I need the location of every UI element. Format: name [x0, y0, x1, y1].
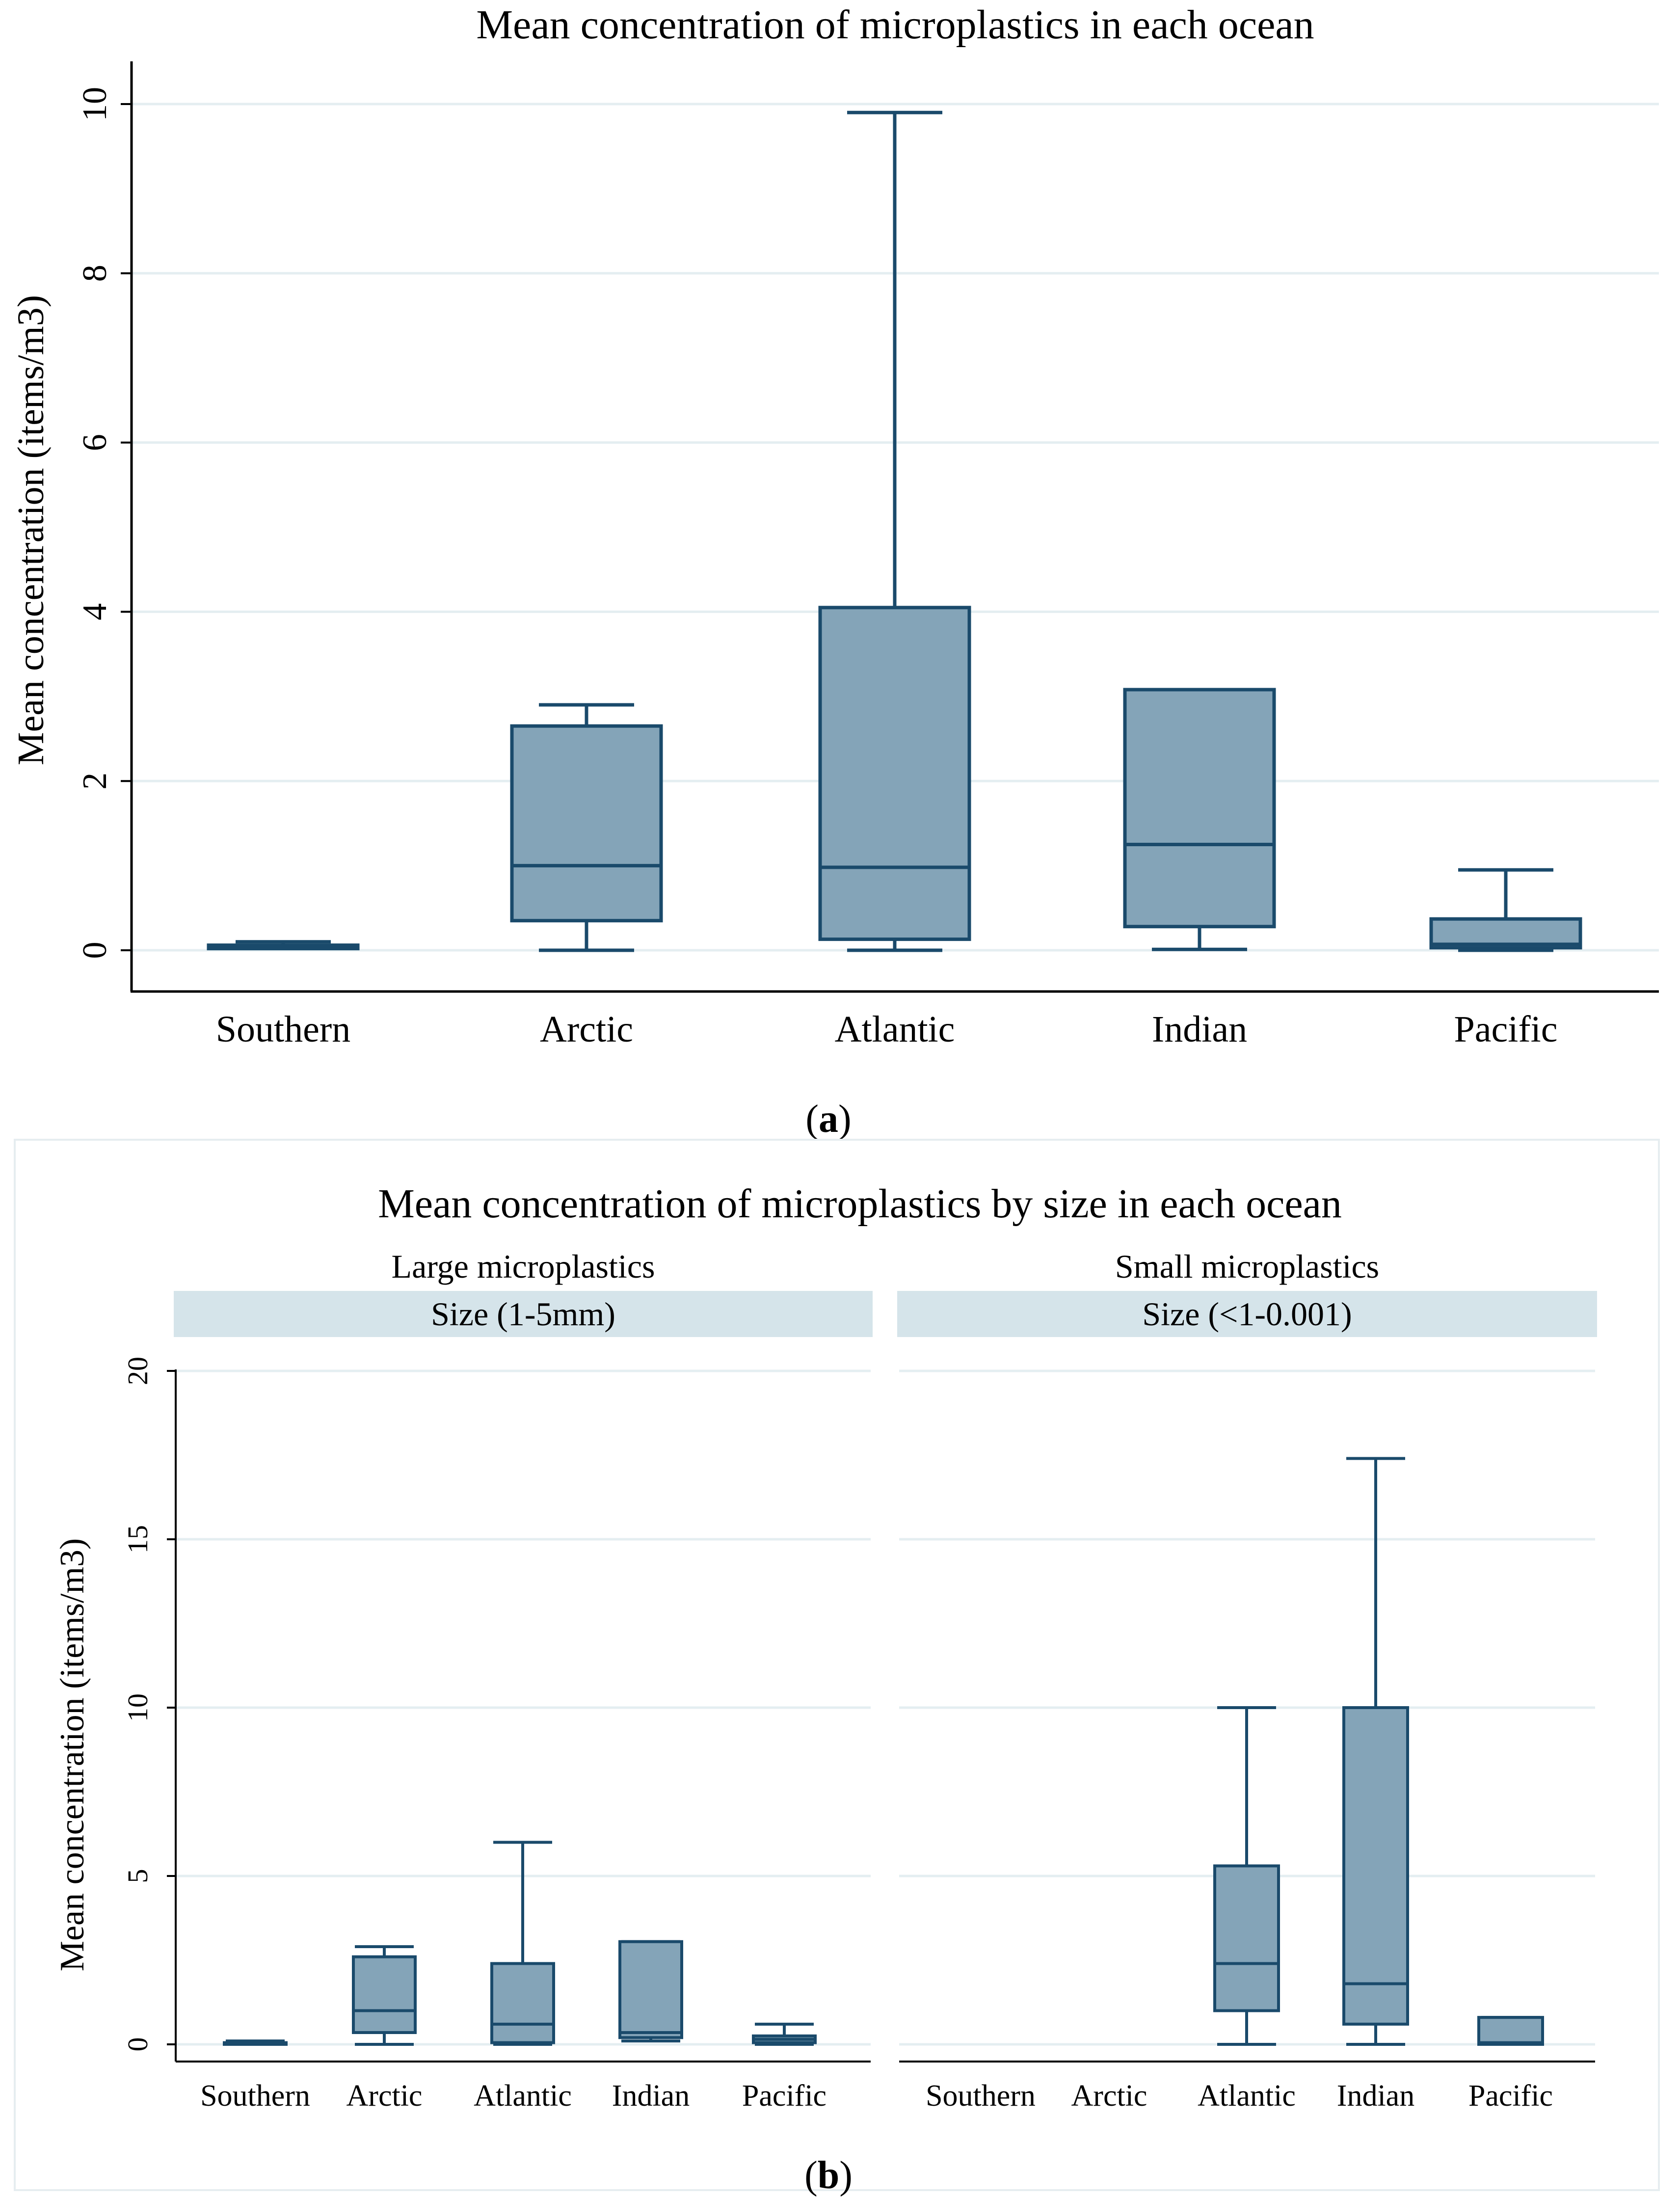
chart-b: Mean concentration of microplastics by s…	[14, 1139, 1660, 2197]
chart-a-x-tick-label-pacific: Pacific	[1454, 1009, 1557, 1050]
chart-b-panel-large-microplastics-box-atlantic-iqr-box	[490, 1962, 555, 2044]
chart-b-panel-large-microplastics-box-arctic-iqr-box	[352, 1955, 417, 2034]
chart-b-y-tick-label: 15	[122, 1525, 154, 1554]
chart-a-x-tick-label-arctic: Arctic	[540, 1009, 633, 1050]
chart-b-y-tick-label: 0	[122, 2037, 154, 2052]
panel-label-a-letter: a	[819, 1098, 838, 1141]
chart-b-panel-small-microplastics-box-atlantic-iqr-box	[1213, 1864, 1280, 2012]
chart-b-panel-large-microplastics-x-tick-label-southern: Southern	[200, 2079, 310, 2113]
chart-a-box-atlantic	[818, 110, 971, 952]
panel-label-b: (b)	[804, 2154, 853, 2197]
chart-a-box-atlantic-iqr-box	[818, 606, 971, 941]
chart-a-x-tick-label-southern: Southern	[216, 1009, 350, 1050]
chart-b-panel-large-microplastics-strip	[174, 1291, 873, 1337]
chart-b-y-tick-label: 5	[122, 1869, 154, 1883]
panel-label-a: (a)	[805, 1098, 851, 1141]
chart-a: Mean concentration of microplastics in e…	[10, 2, 1659, 1141]
chart-a-box-pacific	[1429, 868, 1582, 952]
chart-b-panel-large-microplastics-header: Large microplastics	[392, 1248, 655, 1285]
chart-a-y-tick-label: 4	[76, 603, 114, 620]
chart-b-panel-small-microplastics-box-indian	[1342, 1457, 1409, 2046]
chart-b-panel-large-microplastics-box-pacific	[752, 2022, 817, 2046]
chart-b-panel-small: Small microplastics Size (<1-0.001) Southe…	[897, 1248, 1597, 2113]
chart-b-panel-large-microplastics-x-tick-label-atlantic: Atlantic	[474, 2079, 572, 2113]
chart-b-panel-large-microplastics-box-southern	[223, 2039, 288, 2046]
chart-b-panel-small-microplastics-strip-label: Size (<1-0.001)	[1142, 1295, 1352, 1333]
chart-b-panel-small-microplastics-x-tick-label-southern: Southern	[926, 2079, 1036, 2113]
chart-b-panel-small-microplastics-box-atlantic	[1213, 1706, 1280, 2046]
chart-a-x-tick-label-atlantic: Atlantic	[835, 1009, 955, 1050]
chart-b-panel-small-microplastics-x-tick-label-indian: Indian	[1337, 2079, 1414, 2113]
chart-b-panel-large-microplastics-x-tick-label-pacific: Pacific	[742, 2079, 827, 2113]
chart-b-panel-large-microplastics-box-indian-iqr-box	[618, 1940, 683, 2039]
chart-a-box-indian-iqr-box	[1123, 688, 1276, 929]
chart-b-panel-large: Large microplastics Size (1-5mm) Southern A…	[174, 1248, 873, 2113]
chart-a-y-tick-label: 10	[76, 87, 114, 121]
chart-a-y-axis-label: Mean concentration (items/m3)	[10, 295, 52, 765]
chart-b-y-tick-label: 20	[122, 1357, 154, 1385]
chart-a-y-ticks: 0 2 4 6 8 10	[76, 87, 132, 959]
chart-b-panel-small-microplastics-box-pacific	[1477, 2016, 1544, 2046]
chart-a-box-arctic-iqr-box	[510, 724, 663, 923]
chart-a-x-tick-label-indian: Indian	[1152, 1009, 1247, 1050]
chart-a-boxes	[207, 110, 1582, 952]
chart-b-panel-large-microplastics-strip-label: Size (1-5mm)	[431, 1295, 615, 1333]
chart-b-y-tick-label: 10	[122, 1693, 154, 1722]
chart-b-panel-small-microplastics-x-tick-label-pacific: Pacific	[1468, 2079, 1553, 2113]
chart-a-title: Mean concentration of microplastics in e…	[476, 2, 1314, 48]
chart-b-panel-small-microplastics-x-tick-label-arctic: Arctic	[1071, 2079, 1147, 2113]
chart-a-box-indian	[1123, 688, 1276, 951]
chart-a-box-arctic	[510, 703, 663, 952]
chart-b-panel-small-microplastics-box-pacific-iqr-box	[1477, 2016, 1544, 2046]
chart-b-panel-small-microplastics-box-indian-iqr-box	[1342, 1706, 1409, 2026]
chart-b-y-axis-label: Mean concentration (items/m3)	[53, 1538, 91, 1972]
chart-b-panel-large-microplastics-box-arctic	[352, 1945, 417, 2046]
chart-a-x-tick-labels: Southern Arctic Atlantic Indian Pacific	[216, 1009, 1558, 1050]
chart-b-panel-large-microplastics-box-indian	[618, 1940, 683, 2043]
chart-b-frame	[14, 1139, 1660, 2191]
chart-a-y-tick-label: 2	[76, 773, 114, 790]
chart-a-y-tick-label: 0	[76, 942, 114, 959]
chart-a-y-tick-label: 8	[76, 265, 114, 282]
chart-b-panel-small-microplastics-strip	[897, 1291, 1597, 1337]
chart-b-panel-small-microplastics-header: Small microplastics	[1115, 1248, 1379, 1285]
panel-label-b-letter: b	[818, 2154, 840, 2197]
chart-b-y-ticks: 0 5 10 15 20	[122, 1357, 176, 2052]
chart-b-panel-large-microplastics-box-atlantic	[490, 1841, 555, 2046]
chart-b-panel-large-microplastics-x-tick-label-arctic: Arctic	[347, 2079, 423, 2113]
chart-a-y-tick-label: 6	[76, 434, 114, 451]
chart-a-box-southern	[207, 940, 360, 951]
chart-b-panel-large-microplastics-x-tick-label-indian: Indian	[612, 2079, 690, 2113]
chart-b-title: Mean concentration of microplastics by s…	[378, 1181, 1342, 1227]
chart-b-panel-small-microplastics-x-tick-label-atlantic: Atlantic	[1198, 2079, 1296, 2113]
